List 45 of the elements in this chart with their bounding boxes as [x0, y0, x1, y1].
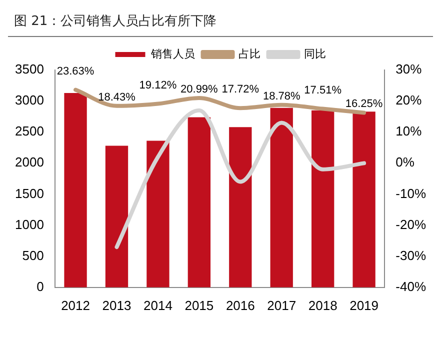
- bar: [311, 110, 334, 288]
- y2-tick-label: 0%: [396, 154, 415, 170]
- y-tick-label: 500: [22, 248, 44, 263]
- x-tick-label: 2014: [144, 298, 172, 313]
- legend-label: 销售人员: [150, 48, 195, 61]
- y2-tick-label: 30%: [396, 62, 422, 77]
- y2-tick-label: -30%: [396, 248, 426, 263]
- y-tick-label: 2000: [15, 154, 44, 170]
- x-tick-label: 2015: [184, 298, 214, 313]
- legend-label: 占比: [238, 48, 260, 61]
- x-tick-label: 2016: [226, 298, 255, 313]
- y2-tick-label: 10%: [396, 124, 422, 139]
- chart-title: 图 21：公司销售人员占比有所下降: [8, 8, 433, 37]
- data-label: 17.72%: [222, 84, 260, 96]
- line-series: [114, 108, 366, 250]
- y2-tick-label: -40%: [396, 278, 426, 294]
- y2-tick-label: -20%: [396, 216, 426, 232]
- x-tick-label: 2012: [61, 298, 90, 313]
- x-tick-label: 2018: [308, 298, 338, 313]
- bar: [188, 117, 211, 288]
- y-tick-label: 0: [36, 278, 44, 294]
- data-label: 20.99%: [180, 84, 218, 96]
- y-tick-label: 3000: [15, 92, 44, 108]
- x-tick-label: 2019: [350, 298, 379, 313]
- bar: [146, 140, 170, 288]
- data-label: 19.12%: [139, 79, 177, 92]
- y-tick-label: 1000: [15, 216, 44, 232]
- x-tick-label: 2013: [102, 298, 132, 313]
- x-tick-label: 2017: [267, 298, 296, 313]
- y-tick-label: 3500: [15, 62, 44, 77]
- data-label: 17.51%: [304, 84, 342, 96]
- y2-tick-label: 20%: [396, 92, 422, 108]
- y-tick-label: 2500: [15, 124, 44, 139]
- bar: [270, 108, 293, 288]
- bar: [229, 127, 252, 288]
- data-label: 18.43%: [98, 91, 136, 104]
- bar: [105, 146, 128, 288]
- data-label: 23.63%: [56, 65, 94, 78]
- bar: [352, 112, 376, 288]
- y-tick-label: 1500: [15, 186, 44, 201]
- y2-tick-label: -10%: [396, 186, 426, 201]
- data-label: 16.25%: [345, 98, 383, 110]
- legend-label: 同比: [304, 48, 326, 61]
- bar: [64, 92, 87, 288]
- data-label: 18.78%: [262, 90, 300, 102]
